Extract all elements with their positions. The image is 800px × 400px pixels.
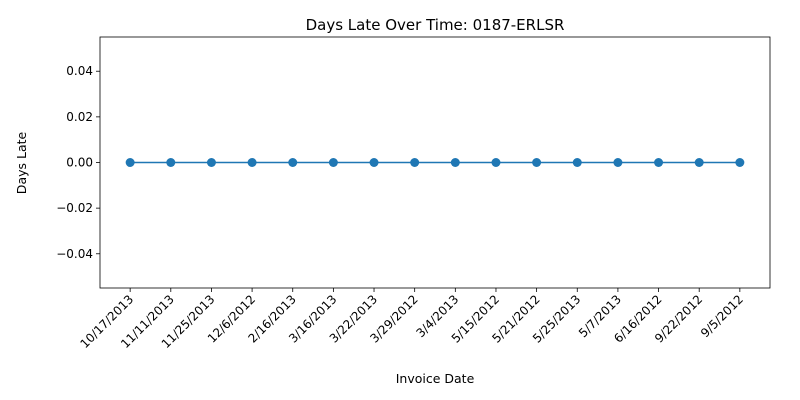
- y-tick-label: 0.02: [66, 110, 93, 124]
- y-tick-label: −0.02: [56, 201, 93, 215]
- data-point: [166, 158, 176, 167]
- y-tick-label: −0.04: [56, 247, 93, 261]
- data-point: [328, 158, 338, 167]
- data-point: [694, 158, 704, 167]
- data-point: [654, 158, 664, 167]
- data-point: [206, 158, 216, 167]
- x-tick-label: 9/5/2012: [698, 292, 746, 340]
- chart-title: Days Late Over Time: 0187-ERLSR: [306, 16, 565, 34]
- data-point: [410, 158, 420, 167]
- series-group: [125, 158, 745, 167]
- data-point: [125, 158, 135, 167]
- data-point: [491, 158, 501, 167]
- data-point: [450, 158, 460, 167]
- x-axis-label: Invoice Date: [396, 371, 475, 386]
- data-point: [613, 158, 623, 167]
- y-tick-label: 0.00: [66, 156, 93, 170]
- x-axis: 10/17/201311/11/201311/25/201312/6/20122…: [77, 288, 746, 351]
- data-point: [735, 158, 745, 167]
- data-point: [572, 158, 582, 167]
- data-point: [369, 158, 379, 167]
- y-tick-label: 0.04: [66, 64, 93, 78]
- data-point: [532, 158, 542, 167]
- y-axis-label: Days Late: [14, 132, 29, 195]
- data-point: [288, 158, 298, 167]
- y-axis: −0.04 −0.02 0.00 0.02 0.04: [56, 64, 100, 261]
- data-point: [247, 158, 257, 167]
